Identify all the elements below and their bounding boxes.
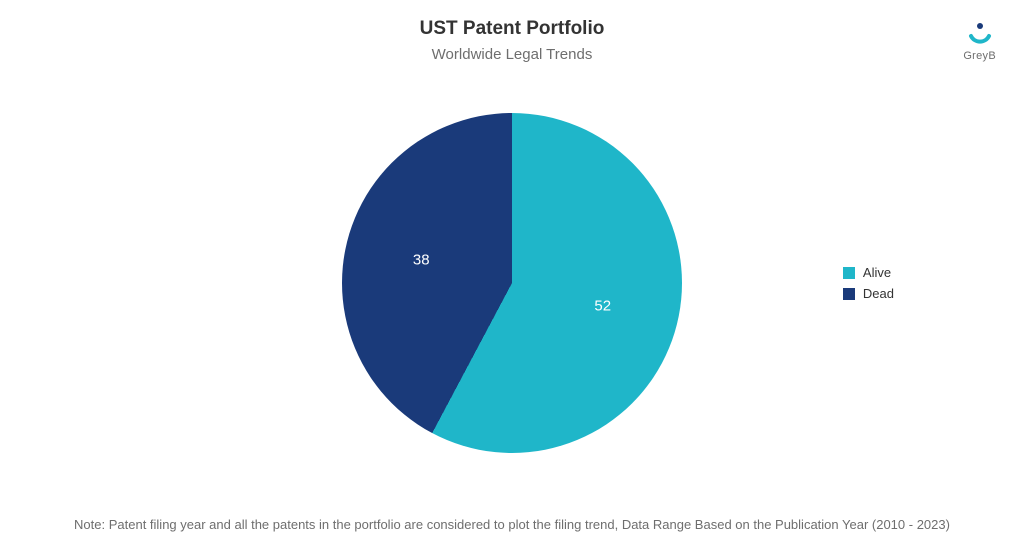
legend-swatch-icon (843, 267, 855, 279)
legend-swatch-icon (843, 288, 855, 300)
legend-item[interactable]: Alive (843, 265, 894, 280)
chart-footnote: Note: Patent filing year and all the pat… (0, 517, 1024, 532)
brand-logo-text: GreyB (963, 50, 996, 62)
logo-arc-icon (971, 36, 989, 42)
pie-chart: 52 38 (342, 113, 682, 453)
legend: Alive Dead (843, 259, 894, 307)
chart-header: UST Patent Portfolio Worldwide Legal Tre… (0, 0, 1024, 63)
legend-label: Alive (863, 265, 891, 280)
chart-area: 52 38 Alive Dead (0, 80, 1024, 486)
legend-label: Dead (863, 286, 894, 301)
pie-slice-value: 52 (594, 297, 611, 314)
chart-subtitle: Worldwide Legal Trends (0, 46, 1024, 63)
pie-disc: 52 38 (342, 113, 682, 453)
legend-item[interactable]: Dead (843, 286, 894, 301)
pie-slice-value: 38 (413, 252, 430, 269)
chart-title: UST Patent Portfolio (0, 18, 1024, 40)
brand-logo-icon (965, 18, 995, 48)
logo-dot-icon (977, 23, 983, 29)
brand-logo: GreyB (963, 18, 996, 62)
